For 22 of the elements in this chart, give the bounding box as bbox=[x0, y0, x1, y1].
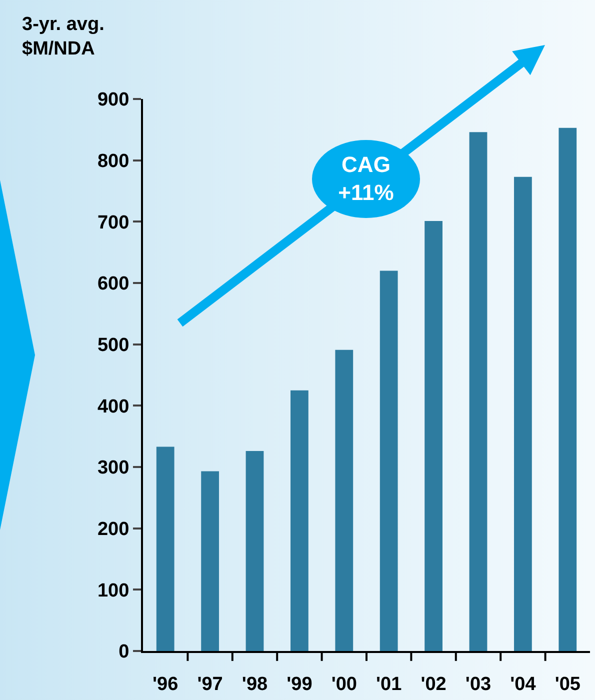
x-tick-label: '05 bbox=[554, 674, 581, 695]
y-tick-label: 600 bbox=[97, 274, 130, 295]
y-axis-title: 3-yr. avg. $M/NDA bbox=[22, 14, 104, 60]
y-tick-label: 300 bbox=[97, 458, 130, 479]
y-tick-label: 500 bbox=[97, 334, 130, 356]
x-tick-label: '98 bbox=[242, 674, 268, 695]
x-tick-label: '00 bbox=[331, 674, 357, 695]
y-tick-label: 800 bbox=[97, 150, 130, 172]
y-tick-label: 100 bbox=[97, 580, 130, 602]
x-tick-label: '99 bbox=[286, 674, 312, 695]
annotation: CAG +11% bbox=[312, 140, 420, 218]
y-tick-label: 700 bbox=[97, 212, 130, 234]
y-tick-label: 0 bbox=[118, 642, 130, 663]
x-tick-label: '97 bbox=[197, 674, 223, 695]
x-tick-label: '02 bbox=[420, 674, 446, 695]
y-tick-label: 200 bbox=[97, 518, 130, 540]
y-tick-label: 400 bbox=[97, 396, 130, 418]
x-tick-label: '96 bbox=[152, 674, 178, 695]
x-tick-label: '04 bbox=[510, 674, 536, 695]
x-tick-label: '03 bbox=[465, 674, 492, 695]
x-tick-label: '01 bbox=[376, 674, 402, 695]
y-tick-label: 900 bbox=[97, 90, 130, 111]
